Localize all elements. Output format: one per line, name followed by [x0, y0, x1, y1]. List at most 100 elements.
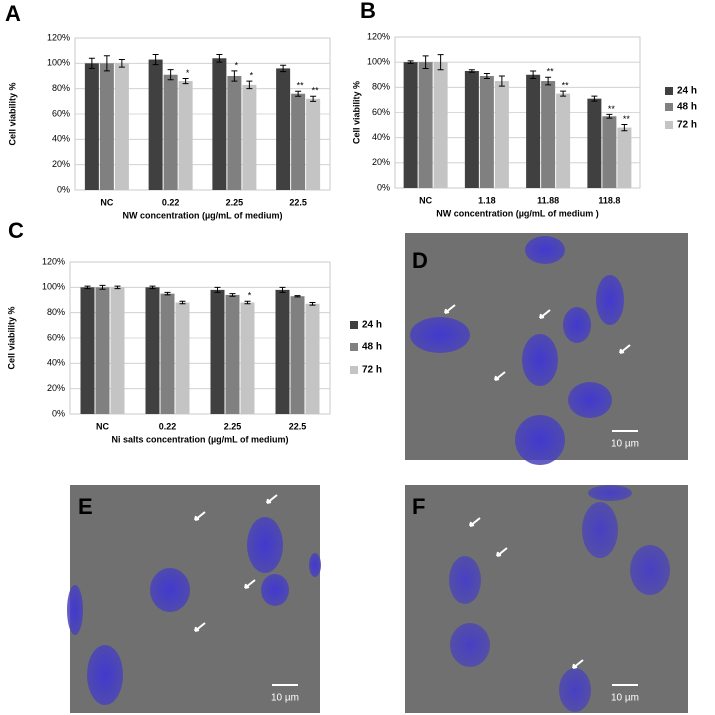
error-bar	[606, 113, 613, 119]
bar	[464, 70, 479, 188]
legend-swatch	[665, 103, 673, 111]
scale-bar-label: 10 µm	[271, 693, 299, 704]
error-bar	[483, 72, 490, 80]
error-bar	[231, 70, 238, 82]
bar	[602, 116, 617, 188]
y-axis-title: Cell viability %	[6, 306, 16, 369]
x-axis-title: NW concentration (µg/mL of medium)	[122, 210, 282, 220]
error-bar	[560, 90, 567, 97]
legend-swatch	[665, 87, 673, 95]
error-bar	[591, 95, 598, 102]
error-bar	[545, 76, 552, 86]
legend-swatch	[350, 343, 358, 351]
error-bar	[437, 54, 444, 71]
x-axis-title: NW concentration (µg/mL of medium )	[436, 208, 599, 218]
error-bar	[179, 300, 186, 305]
x-tick-label: 22.5	[289, 421, 307, 431]
error-bar	[114, 285, 121, 290]
error-bar	[244, 300, 251, 305]
error-bar	[214, 286, 221, 293]
bar	[175, 302, 190, 414]
scale-bar-label: 10 µm	[611, 439, 639, 450]
bar	[84, 63, 99, 191]
bar	[99, 63, 114, 191]
error-bar	[422, 55, 429, 69]
error-bar	[149, 285, 156, 290]
panel-label: D	[412, 248, 428, 273]
legend-swatch	[350, 366, 358, 374]
y-tick-label: 20%	[372, 157, 390, 167]
y-tick-label: 40%	[372, 132, 390, 142]
error-bar	[216, 53, 223, 63]
y-axis-title: Cell viability %	[351, 81, 361, 144]
x-tick-label: 22.5	[289, 197, 307, 207]
bar	[160, 293, 175, 414]
y-tick-label: 20%	[52, 159, 70, 169]
x-axis-title: Ni salts concentration (µg/mL of medium)	[111, 434, 288, 444]
y-tick-label: 0%	[52, 408, 65, 418]
error-bar	[167, 69, 174, 81]
y-axis-title: Cell viability %	[7, 82, 17, 145]
bar	[541, 81, 556, 188]
y-tick-label: 100%	[42, 282, 65, 292]
bar	[95, 287, 110, 414]
error-bar	[294, 295, 301, 298]
y-tick-label: 60%	[372, 107, 390, 117]
y-tick-label: 100%	[47, 58, 70, 68]
panel-label: C	[8, 218, 24, 243]
legend-swatch	[665, 121, 673, 129]
legend-label: 72 h	[677, 120, 697, 131]
error-bar	[103, 55, 110, 72]
bar	[240, 302, 255, 414]
significance: **	[297, 81, 305, 91]
bar	[305, 303, 320, 414]
error-bar	[530, 70, 537, 80]
panel-label: A	[5, 1, 21, 26]
y-tick-label: 80%	[47, 307, 65, 317]
bar	[526, 74, 541, 188]
bar	[433, 62, 448, 188]
error-bar	[99, 284, 106, 290]
panel-label: B	[360, 0, 376, 23]
bar	[148, 59, 163, 191]
error-bar	[498, 75, 505, 87]
error-bar	[468, 69, 475, 73]
error-bar	[84, 285, 91, 290]
bar	[163, 74, 178, 190]
bar	[494, 81, 509, 188]
error-bar	[295, 90, 302, 97]
y-tick-label: 40%	[52, 134, 70, 144]
bar	[276, 68, 291, 190]
bar	[242, 84, 257, 190]
micrograph-d: D 10 µm	[405, 233, 688, 465]
x-tick-label: 118.8	[598, 195, 620, 205]
legend-label: 72 h	[362, 365, 382, 376]
x-tick-label: 0.22	[162, 197, 180, 207]
x-tick-label: 1.18	[478, 195, 496, 205]
y-tick-label: 120%	[47, 32, 70, 42]
significance: *	[250, 70, 254, 80]
y-tick-label: 100%	[367, 57, 390, 67]
panel-label: F	[412, 494, 425, 519]
bar	[290, 296, 305, 414]
bar	[479, 76, 494, 188]
bar	[275, 289, 290, 414]
bar	[617, 127, 632, 188]
bar	[291, 93, 306, 190]
bar	[178, 81, 193, 190]
bar	[556, 93, 571, 188]
bar	[210, 289, 225, 414]
bar	[225, 294, 240, 414]
bar	[114, 63, 129, 191]
legend-swatch	[350, 321, 358, 329]
significance: **	[547, 67, 555, 77]
error-bar	[279, 286, 286, 293]
x-tick-label: 11.88	[537, 195, 559, 205]
error-bar	[164, 291, 171, 296]
y-tick-label: 80%	[52, 83, 70, 93]
error-bar	[246, 80, 253, 90]
micrograph-f: F 10 µm	[405, 485, 688, 713]
panel-label: E	[78, 494, 93, 519]
x-tick-label: NC	[419, 195, 432, 205]
error-bar	[310, 95, 317, 102]
